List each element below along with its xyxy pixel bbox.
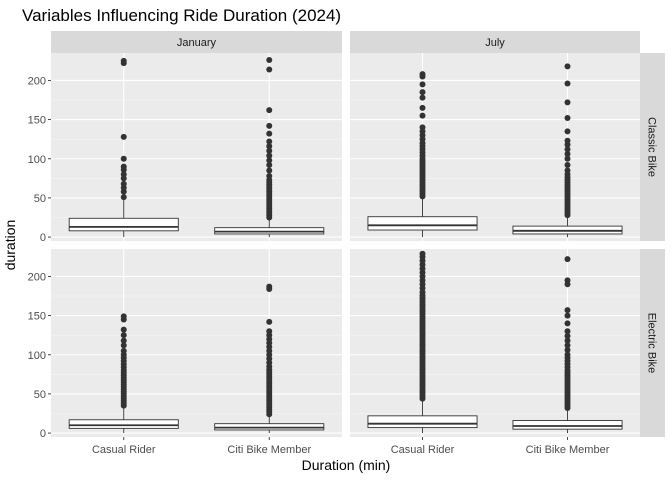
outlier-point <box>120 337 127 344</box>
y-tick-label: 50 <box>34 193 46 205</box>
box <box>367 216 478 231</box>
y-tick-label: 100 <box>28 350 46 362</box>
outlier-point <box>266 57 273 64</box>
outlier-point <box>266 122 273 129</box>
outlier-point <box>266 162 273 169</box>
facet-row-label: Classic Bike <box>646 117 658 177</box>
y-axis-label: duration <box>2 220 18 271</box>
outlier-point <box>266 138 273 145</box>
outlier-point <box>564 115 571 122</box>
outlier-point <box>564 347 571 354</box>
facet-strip-0 <box>51 31 342 53</box>
facet-strip-1 <box>350 31 640 53</box>
outlier-point <box>564 162 571 169</box>
outlier-point <box>564 167 571 174</box>
outlier-point <box>564 320 571 327</box>
x-tick-label: Citi Bike Member <box>526 444 610 456</box>
panel-background <box>51 53 342 241</box>
panel-background <box>350 249 640 437</box>
outlier-point <box>419 94 426 101</box>
outlier-point <box>120 347 127 354</box>
outlier-point <box>266 167 273 174</box>
outlier-point <box>266 143 273 150</box>
outlier-point <box>419 124 426 131</box>
outlier-point <box>266 157 273 164</box>
box <box>512 420 623 430</box>
outlier-point <box>564 307 571 314</box>
box <box>68 419 179 429</box>
outlier-point <box>419 104 426 111</box>
outlier-point <box>564 155 571 162</box>
outlier-point <box>564 328 571 335</box>
box <box>367 415 478 429</box>
facet-column-label: January <box>177 37 217 49</box>
outlier-point <box>419 71 426 78</box>
outlier-point <box>266 152 273 159</box>
outlier-point <box>266 328 273 335</box>
y-tick-label: 0 <box>40 232 46 244</box>
outlier-point <box>120 194 127 201</box>
outlier-point <box>419 112 426 119</box>
outlier-point <box>266 130 273 137</box>
outlier-point <box>419 89 426 96</box>
outlier-point <box>564 99 571 106</box>
y-tick-label: 150 <box>28 311 46 323</box>
outlier-point <box>564 351 571 358</box>
outlier-point <box>266 283 273 290</box>
outlier-point <box>266 66 273 73</box>
outlier-point <box>120 133 127 140</box>
outlier-point <box>120 171 127 178</box>
outlier-point <box>564 137 571 144</box>
x-axis-label: Duration (min) <box>302 457 391 473</box>
outlier-point <box>120 313 127 320</box>
outlier-point <box>564 256 571 263</box>
outlier-point <box>419 81 426 88</box>
facet-row-strip-1 <box>640 249 665 437</box>
chart-title: Variables Influencing Ride Duration (202… <box>22 6 341 25</box>
x-tick-label: Casual Rider <box>391 444 455 456</box>
box <box>68 217 179 232</box>
x-tick-label: Citi Bike Member <box>227 444 311 456</box>
facet-row-strip-0 <box>640 53 665 241</box>
outlier-point <box>564 337 571 344</box>
outlier-point <box>120 163 127 170</box>
panels-group: January July Classic Bike Electric Bike 0 50 1… <box>28 31 665 456</box>
outlier-point <box>419 250 426 257</box>
outlier-point <box>564 128 571 135</box>
y-tick-label: 0 <box>40 428 46 440</box>
y-tick-label: 200 <box>28 271 46 283</box>
outlier-point <box>564 80 571 87</box>
outlier-point <box>564 146 571 153</box>
y-tick-label: 200 <box>28 75 46 87</box>
outlier-point <box>120 326 127 333</box>
outlier-point <box>120 180 127 187</box>
outlier-point <box>120 342 127 349</box>
outlier-point <box>266 147 273 154</box>
outlier-point <box>564 277 571 284</box>
outlier-point <box>266 172 273 179</box>
y-tick-label: 150 <box>28 115 46 127</box>
y-tick-label: 100 <box>28 154 46 166</box>
outlier-point <box>564 342 571 349</box>
facet-row-label: Electric Bike <box>646 313 658 374</box>
outlier-point <box>120 57 127 64</box>
outlier-point <box>564 151 571 158</box>
outlier-point <box>266 107 273 114</box>
x-tick-label: Casual Rider <box>92 444 156 456</box>
facet-column-label: July <box>485 37 505 49</box>
panel-background <box>51 249 342 437</box>
outlier-point <box>120 332 127 339</box>
outlier-point <box>564 63 571 70</box>
outlier-point <box>564 332 571 339</box>
outlier-point <box>120 155 127 162</box>
outlier-point <box>564 312 571 319</box>
outlier-point <box>266 318 273 325</box>
panel-background <box>350 53 640 241</box>
y-tick-label: 50 <box>34 389 46 401</box>
